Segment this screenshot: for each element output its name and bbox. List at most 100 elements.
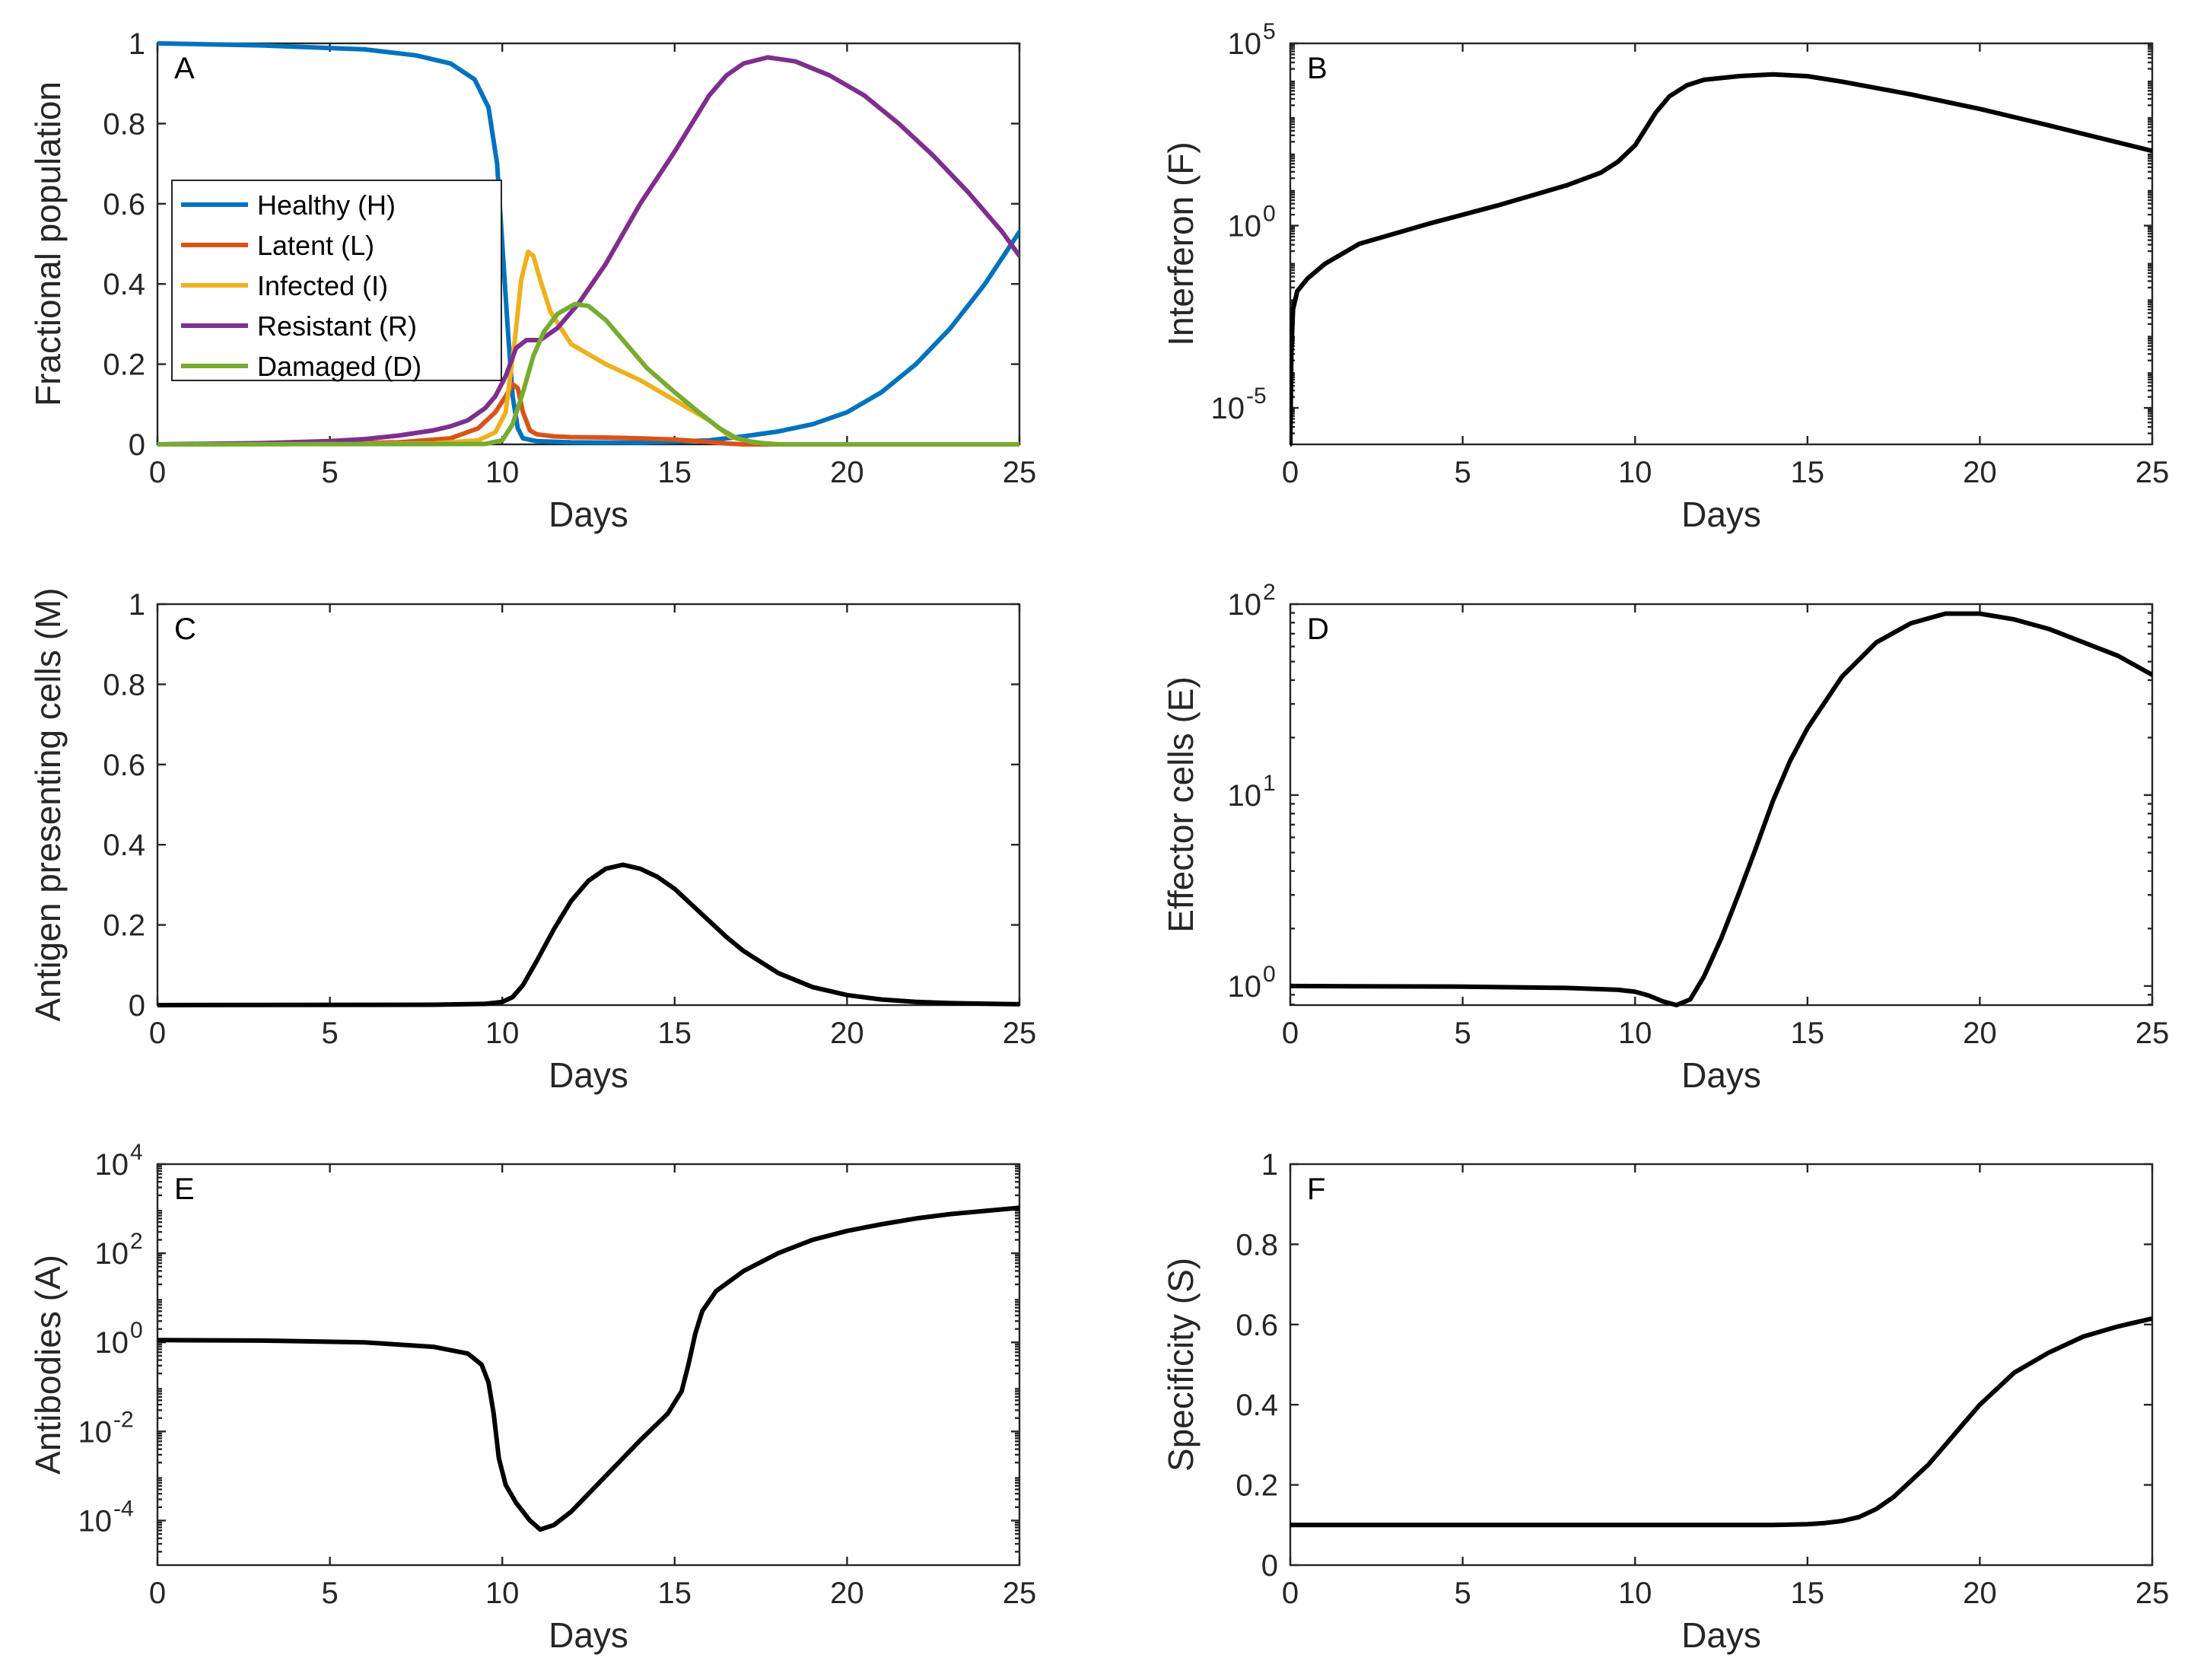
series-line-c-0 <box>157 862 1019 1007</box>
legend-entry-4: Damaged (D) <box>257 351 421 382</box>
y-axis-label-e: Antibodies (A) <box>28 1255 68 1475</box>
y-tick-label-f: 0.6 <box>1236 1309 1278 1342</box>
y-tick-label-c: 0.8 <box>103 668 145 702</box>
x-tick-label-f: 0 <box>1282 1577 1299 1610</box>
y-tick-label-exp-e: 2 <box>130 1229 143 1254</box>
x-tick-label-a: 10 <box>485 456 520 489</box>
x-axis-label-b: Days <box>1681 495 1761 534</box>
panel-letter-e: E <box>174 1172 195 1206</box>
y-tick-label-a: 0.2 <box>103 348 145 382</box>
x-tick-label-c: 5 <box>321 1017 338 1050</box>
x-tick-label-d: 25 <box>2136 1017 2170 1050</box>
x-tick-label-c: 10 <box>485 1017 520 1050</box>
y-tick-label-d: 10 2 <box>1228 580 1276 622</box>
y-tick-label-e: 10 0 <box>95 1318 143 1360</box>
panel-f: 0 5 10 15 20 25 0 0.2 0.4 0.6 0.8 1 Days Specificity … <box>1161 1148 2169 1655</box>
x-axis-label-f: Days <box>1681 1615 1761 1655</box>
x-axis-label-c: Days <box>549 1055 628 1095</box>
x-tick-label-f: 5 <box>1454 1577 1471 1610</box>
y-tick-label-a: 0.8 <box>103 107 145 141</box>
y-tick-label-base-b: 10 <box>1228 27 1262 61</box>
x-tick-label-a: 25 <box>1003 456 1037 489</box>
y-tick-label-exp-e: -2 <box>113 1407 134 1432</box>
y-tick-label-base-e: 10 <box>78 1504 113 1538</box>
series-line-a-0 <box>157 41 1019 445</box>
x-tick-label-b: 20 <box>1963 456 1997 489</box>
series-line-e-0 <box>157 1205 1019 1532</box>
x-tick-label-d: 0 <box>1282 1017 1299 1050</box>
x-tick-label-b: 10 <box>1618 456 1652 489</box>
x-tick-label-f: 10 <box>1618 1577 1652 1610</box>
y-tick-label-b: 10 0 <box>1228 202 1276 243</box>
y-tick-label-a: 0.6 <box>103 188 145 221</box>
y-tick-label-a: 0 <box>129 428 145 462</box>
x-tick-label-b: 0 <box>1282 456 1299 489</box>
x-tick-label-f: 20 <box>1963 1577 1997 1610</box>
y-tick-label-exp-e: -4 <box>113 1496 134 1521</box>
series-line-b-0 <box>1290 72 2152 447</box>
x-tick-label-e: 0 <box>149 1577 166 1610</box>
x-tick-label-f: 25 <box>2136 1577 2170 1610</box>
y-tick-label-base-d: 10 <box>1228 588 1262 622</box>
x-tick-label-c: 20 <box>830 1017 864 1050</box>
y-tick-label-exp-b: 0 <box>1263 202 1276 227</box>
y-tick-label-c: 0 <box>129 989 145 1023</box>
axes-box-c <box>156 603 1021 1007</box>
series-line-a-4 <box>157 301 1019 447</box>
y-tick-label-base-d: 10 <box>1228 970 1262 1004</box>
y-axis-label-d: Effector cells (E) <box>1161 676 1201 933</box>
y-tick-label-exp-b: 5 <box>1263 19 1276 44</box>
x-tick-label-a: 20 <box>830 456 864 489</box>
axes-box-f <box>1289 1163 2154 1567</box>
x-tick-label-f: 15 <box>1791 1577 1825 1610</box>
legend-entry-1: Latent (L) <box>257 230 374 261</box>
y-tick-label-c: 0.6 <box>103 749 145 782</box>
y-tick-label-exp-d: 0 <box>1263 962 1276 987</box>
y-tick-label-exp-e: 0 <box>130 1318 143 1343</box>
y-tick-label-base-b: 10 <box>1228 210 1262 243</box>
y-tick-label-exp-e: 4 <box>130 1140 143 1165</box>
panel-a: 0 5 10 15 20 25 0 0.2 0.4 0.6 0.8 1 Days Fractional p… <box>28 27 1036 534</box>
y-tick-label-f: 0 <box>1261 1549 1278 1583</box>
x-tick-label-d: 20 <box>1963 1017 1997 1050</box>
legend-box-a <box>171 180 502 381</box>
y-axis-label-c: Antigen presenting cells (M) <box>28 587 68 1021</box>
y-axis-label-f: Specificity (S) <box>1161 1258 1201 1472</box>
y-tick-label-a: 0.4 <box>103 268 145 301</box>
y-tick-label-base-d: 10 <box>1228 779 1262 813</box>
y-tick-label-e: 10 -2 <box>78 1407 134 1449</box>
x-tick-label-d: 5 <box>1454 1017 1471 1050</box>
y-tick-label-d: 10 1 <box>1228 771 1276 813</box>
legend-entry-0: Healthy (H) <box>257 189 396 221</box>
y-tick-label-f: 0.4 <box>1236 1389 1278 1422</box>
x-tick-label-b: 5 <box>1454 456 1471 489</box>
x-axis-label-d: Days <box>1681 1055 1761 1095</box>
panel-letter-b: B <box>1307 52 1328 85</box>
x-tick-label-c: 15 <box>658 1017 692 1050</box>
x-tick-label-a: 15 <box>658 456 692 489</box>
y-tick-label-d: 10 0 <box>1228 962 1276 1004</box>
x-tick-label-c: 0 <box>149 1017 166 1050</box>
y-tick-label-e: 10 4 <box>95 1140 143 1182</box>
y-tick-label-f: 0.8 <box>1236 1228 1278 1262</box>
x-tick-label-e: 15 <box>658 1577 692 1610</box>
x-tick-label-a: 5 <box>321 456 338 489</box>
x-tick-label-d: 15 <box>1791 1017 1825 1050</box>
y-tick-label-c: 0.2 <box>103 909 145 943</box>
y-tick-label-exp-d: 2 <box>1263 580 1276 605</box>
legend-entry-2: Infected (I) <box>257 270 388 301</box>
panel-letter-d: D <box>1307 612 1329 646</box>
y-tick-label-b: 10 5 <box>1228 19 1276 61</box>
x-axis-label-a: Days <box>549 495 628 534</box>
legend-a: Healthy (H) Latent (L) Infected (I) Resista… <box>171 180 502 382</box>
panel-letter-c: C <box>174 612 196 646</box>
y-axis-label-a: Fractional population <box>28 81 68 406</box>
y-tick-label-c: 1 <box>129 588 145 622</box>
y-tick-label-a: 1 <box>129 27 145 61</box>
panel-c: 0 5 10 15 20 25 0 0.2 0.4 0.6 0.8 1 Days Antigen pres… <box>28 587 1036 1095</box>
x-tick-label-e: 20 <box>830 1577 864 1610</box>
axes-box-b <box>1289 42 2154 446</box>
x-tick-label-e: 25 <box>1003 1577 1037 1610</box>
y-axis-label-b: Interferon (F) <box>1161 142 1201 345</box>
